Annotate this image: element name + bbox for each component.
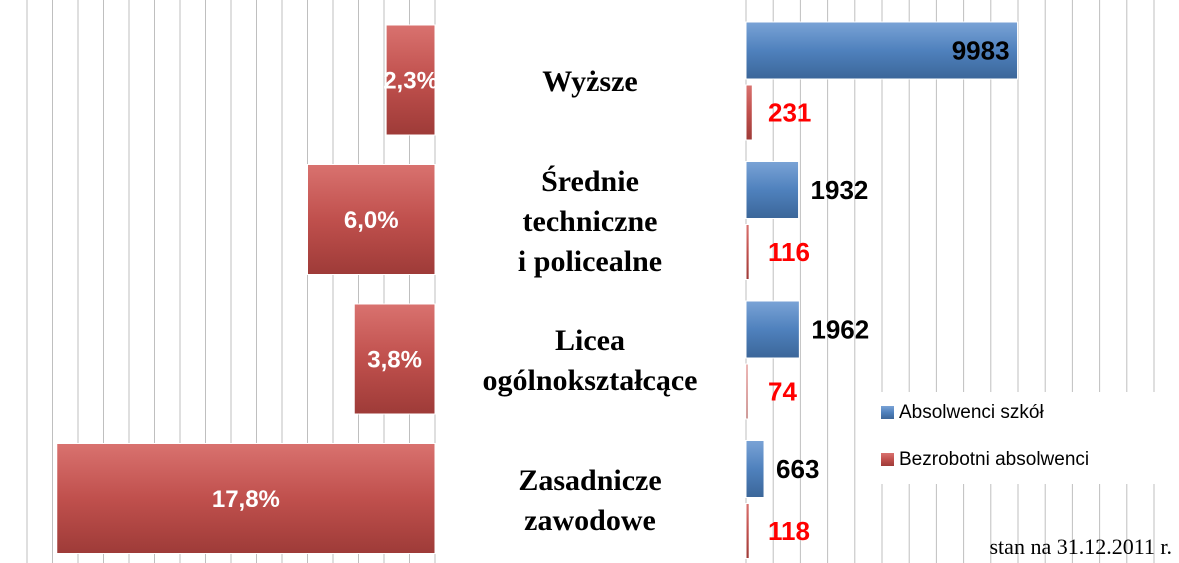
- value-label: 74: [768, 376, 797, 406]
- bar: [745, 300, 800, 359]
- value-label: 3,8%: [367, 346, 422, 373]
- value-label: 663: [776, 454, 819, 484]
- bar: [745, 224, 750, 280]
- value-label: 1962: [811, 314, 869, 344]
- value-label: 116: [768, 237, 810, 267]
- value-label: 9983: [952, 35, 1010, 65]
- value-label: 118: [768, 516, 810, 546]
- value-label: 231: [768, 97, 811, 127]
- value-label: 6,0%: [344, 207, 399, 234]
- bar: [745, 503, 750, 559]
- bar: [56, 443, 436, 554]
- value-label: 2,3%: [383, 67, 438, 94]
- bar: [745, 161, 800, 219]
- legend-box: [872, 392, 1172, 484]
- annotation: stan na 31.12.2011 r.: [990, 534, 1173, 559]
- bar: [307, 164, 436, 275]
- legend-swatch: [881, 453, 894, 466]
- category-label: Zasadnicze zawodowe: [518, 463, 662, 537]
- legend-label: Absolwenci szkół: [899, 402, 1044, 423]
- bar: [745, 84, 753, 141]
- legend-swatch: [881, 406, 894, 419]
- bar: [745, 440, 765, 498]
- value-label: 1932: [811, 175, 869, 205]
- bar: [745, 363, 749, 420]
- bar: [353, 303, 436, 415]
- bar: [745, 21, 1019, 80]
- bar: [385, 24, 436, 136]
- category-label: Średnie techniczne i policealne: [517, 164, 663, 278]
- value-label: 17,8%: [212, 486, 280, 513]
- legend-label: Bezrobotni absolwenci: [899, 449, 1089, 470]
- category-label: Licea ogólnokształcące: [482, 324, 698, 397]
- category-label: Wyższe: [542, 65, 638, 98]
